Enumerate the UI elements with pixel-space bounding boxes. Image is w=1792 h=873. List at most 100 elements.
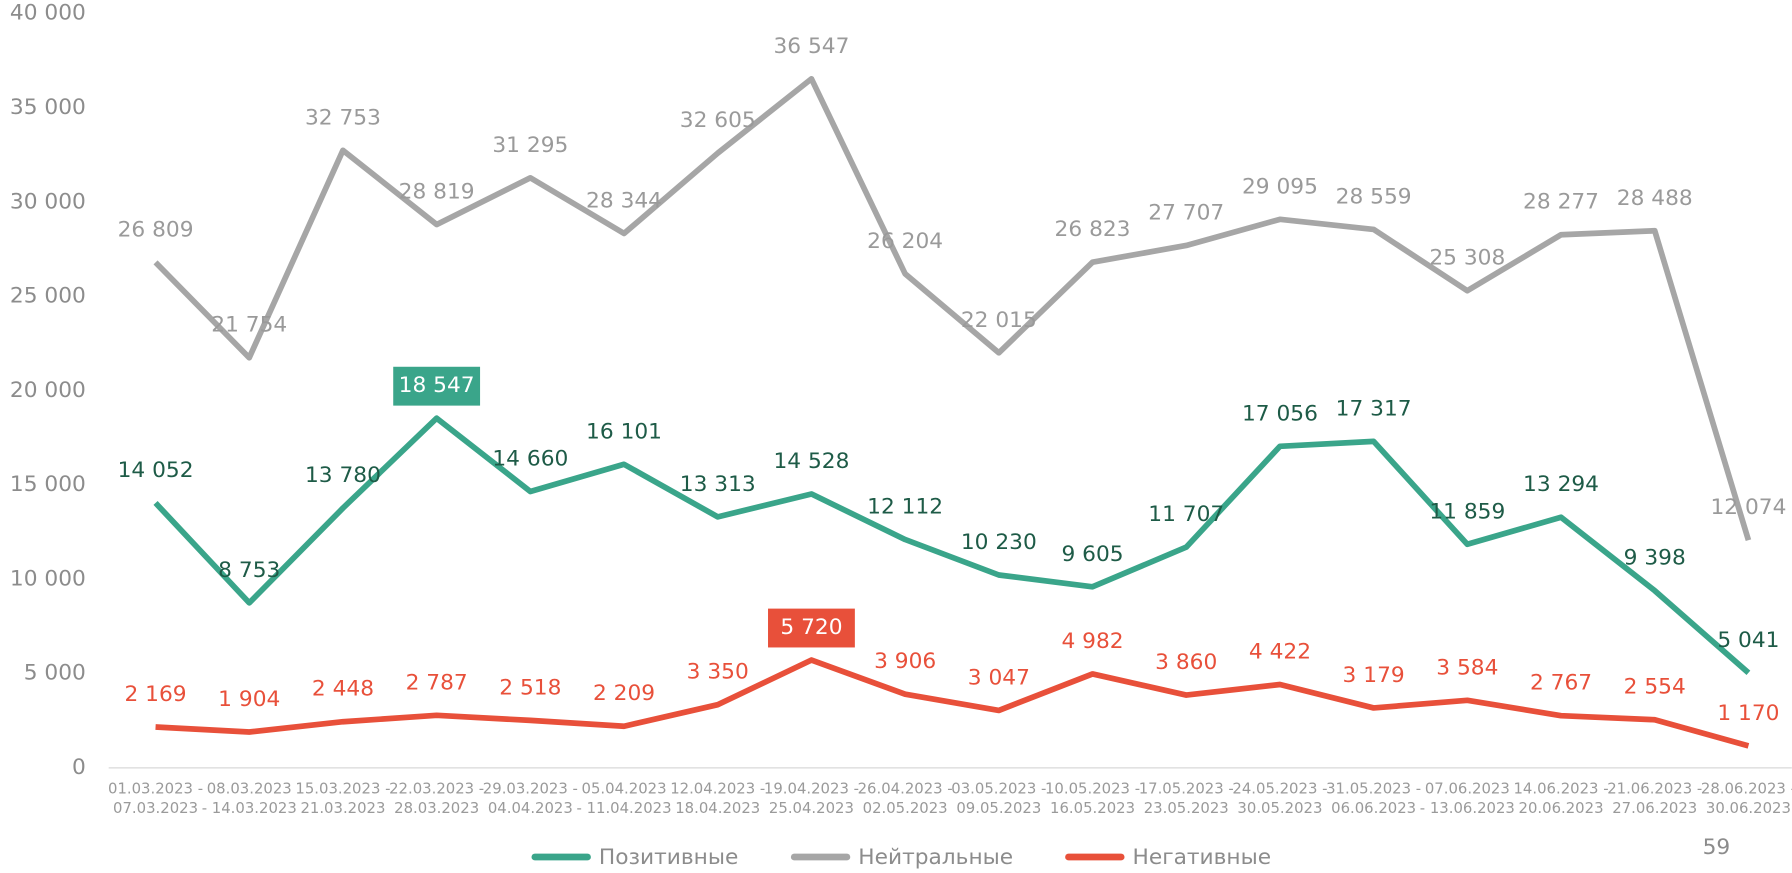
value-label: 3 584 [1436,655,1498,680]
x-tick-label: 31.05.2023 - [1326,780,1421,798]
value-label: 13 294 [1523,472,1599,497]
series-line [155,657,1750,749]
value-label: 28 488 [1617,186,1693,211]
value-label: 17 056 [1242,401,1318,426]
value-label: 9 605 [1061,542,1123,567]
value-label: 5 041 [1717,628,1779,653]
x-tick-label: 29.03.2023 - [483,780,578,798]
value-label: 2 169 [124,682,186,707]
y-tick-label: 10 000 [10,566,86,591]
value-label: 10 230 [961,530,1037,555]
series-line [153,75,1752,542]
value-label: 28 819 [399,180,475,205]
value-label: 14 052 [118,458,194,483]
x-tick-label: 23.05.2023 [1144,799,1229,817]
value-label: 17 317 [1336,396,1412,421]
value-label: 3 906 [874,649,936,674]
value-label: 12 074 [1710,495,1786,520]
x-tick-label: 14.06.2023 - [1513,780,1608,798]
x-tick-label: 26.04.2023 - [858,780,953,798]
value-label: 28 559 [1336,184,1412,209]
value-label: 14 660 [492,446,568,471]
value-label: 3 047 [968,665,1030,690]
x-tick-label: 27.06.2023 [1612,799,1697,817]
y-tick-label: 5 000 [24,661,86,686]
value-label: 32 605 [680,108,756,133]
value-label: 2 448 [312,677,374,702]
value-label: 2 787 [406,670,468,695]
x-tick-label: 15.03.2023 - [295,780,390,798]
x-tick-label: 01.03.2023 - [108,780,203,798]
value-label: 2 554 [1624,675,1686,700]
value-label: 11 707 [1148,502,1224,527]
value-label: 4 982 [1061,629,1123,654]
x-tick-label: 22.03.2023 - [389,780,484,798]
series-line [153,415,1751,675]
x-tick-label: 28.03.2023 [394,799,479,817]
value-label: 2 518 [499,675,561,700]
y-tick-label: 15 000 [10,472,86,497]
value-label: 1 904 [218,687,280,712]
x-tick-label: 16.05.2023 [1050,799,1135,817]
value-label: 25 308 [1429,246,1505,271]
y-tick-label: 0 [72,755,86,780]
value-label: 16 101 [586,419,662,444]
value-label: 2 767 [1530,671,1592,696]
x-tick-label: 30.06.2023 [1706,799,1791,817]
value-label: 4 422 [1249,640,1311,665]
x-tick-label: 07.03.2023 [113,799,198,817]
page-number: 59 [1703,835,1731,860]
value-label: 13 313 [680,472,756,497]
x-tick-label: 21.06.2023 - [1607,780,1702,798]
value-label: 3 350 [687,660,749,685]
x-tick-label: - 13.06.2023 [1420,799,1515,817]
value-label: 9 398 [1624,546,1686,571]
x-tick-label: 10.05.2023 - [1045,780,1140,798]
y-tick-label: 40 000 [10,1,86,26]
value-label: 28 344 [586,188,662,213]
value-label: 18 547 [399,373,475,398]
x-tick-label: 03.05.2023 - [951,780,1046,798]
x-tick-label: 21.03.2023 [300,799,385,817]
x-tick-label: 28.06.2023 - [1701,780,1792,798]
x-tick-label: 12.04.2023 - [670,780,765,798]
value-label: 12 112 [867,495,943,520]
value-label: 2 209 [593,681,655,706]
value-label: 1 170 [1717,701,1779,726]
y-tick-label: 30 000 [10,189,86,214]
x-tick-label: 07.06.2023 [1425,780,1510,798]
value-label: 3 860 [1155,650,1217,675]
x-tick-label: 05.04.2023 [582,780,667,798]
value-label: 8 753 [218,558,280,583]
y-tick-label: 35 000 [10,95,86,120]
x-tick-label: - 11.04.2023 [577,799,672,817]
value-label: 32 753 [305,105,381,130]
value-label: 27 707 [1148,200,1224,225]
x-tick-label: 04.04.2023 [488,799,573,817]
legend-label: Нейтральные [858,845,1013,870]
value-label: 14 528 [773,449,849,474]
x-tick-label: 18.04.2023 [675,799,760,817]
value-label: 11 859 [1429,499,1505,524]
value-label: 31 295 [492,133,568,158]
value-label: 29 095 [1242,174,1318,199]
value-label: 22 015 [961,308,1037,333]
x-tick-label: 17.05.2023 - [1139,780,1234,798]
value-label: 26 809 [118,217,194,242]
y-tick-label: 25 000 [10,284,86,309]
value-label: 13 780 [305,463,381,488]
x-tick-label: 20.06.2023 [1519,799,1604,817]
x-tick-label: - 14.03.2023 [202,799,297,817]
x-tick-label: 30.05.2023 [1237,799,1322,817]
highlight-box [768,608,855,648]
value-label: 26 204 [867,229,943,254]
value-label: 28 277 [1523,190,1599,215]
highlight-box [393,366,481,406]
value-label: 5 720 [780,615,842,640]
legend-label: Позитивные [599,845,738,870]
x-tick-label: 24.05.2023 - [1232,780,1327,798]
x-tick-label: 19.04.2023 - [764,780,859,798]
value-label: 3 179 [1343,663,1405,688]
y-tick-label: 20 000 [10,378,86,403]
